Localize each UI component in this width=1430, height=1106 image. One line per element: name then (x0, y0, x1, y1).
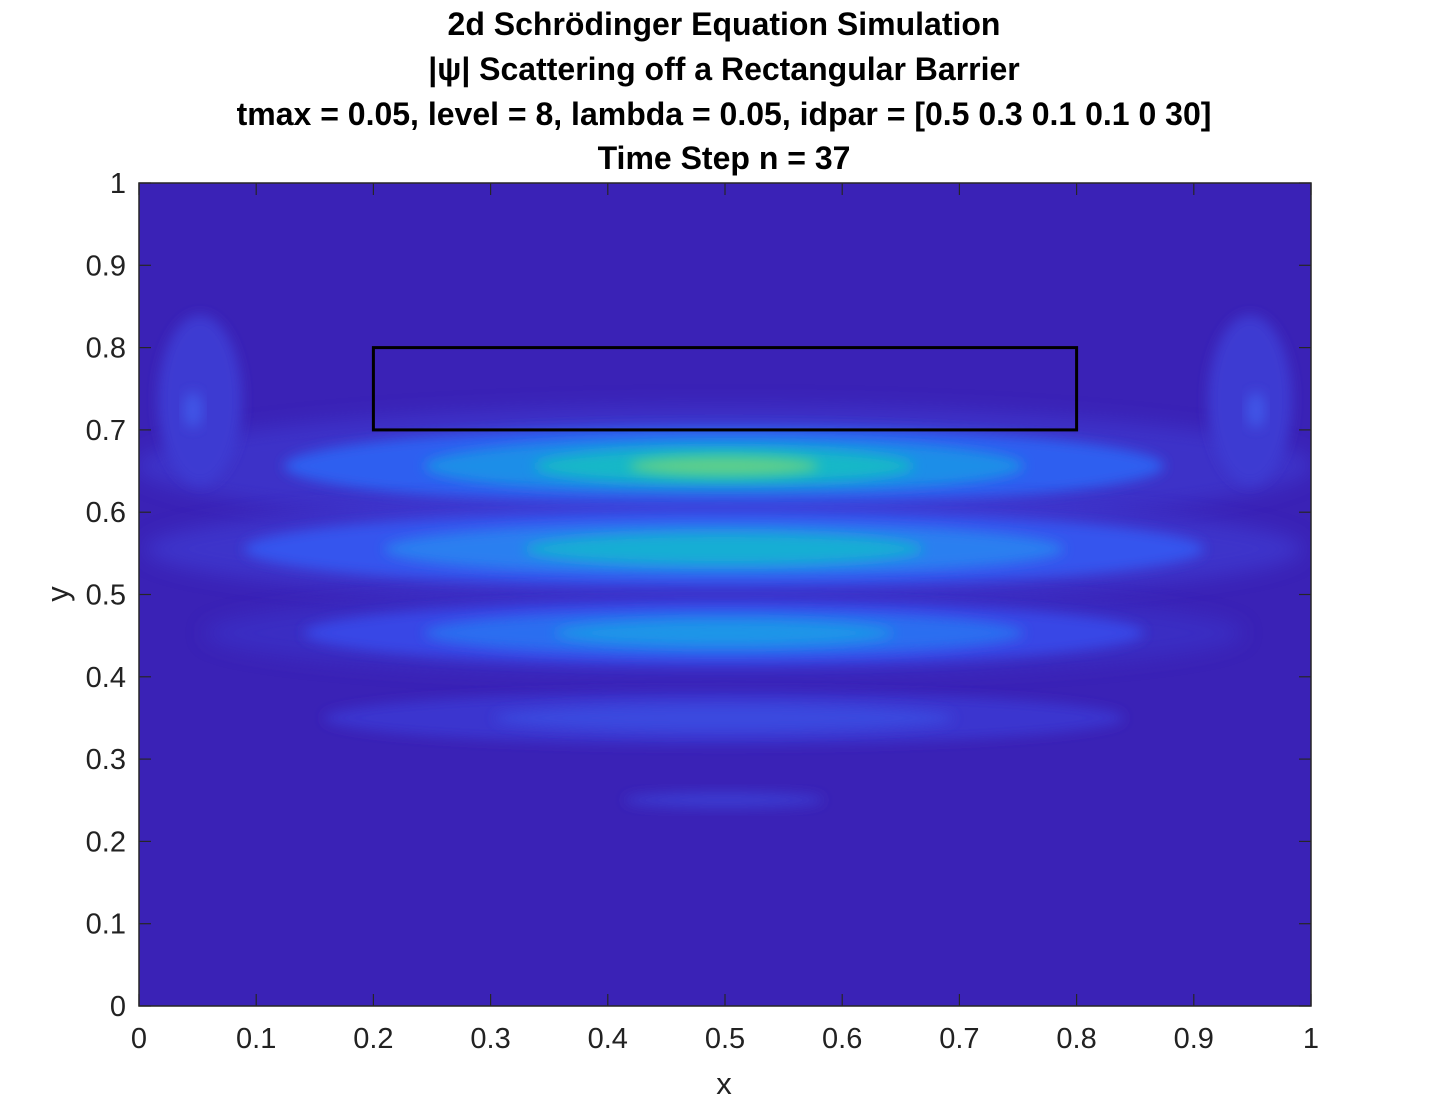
x-tick-label: 0.8 (1056, 1023, 1096, 1055)
y-tick-label: 1 (110, 168, 126, 200)
y-tick-label: 0.7 (86, 415, 126, 447)
band-y035-inner (494, 704, 954, 732)
band-y055-inner (524, 533, 924, 565)
band-y045-inner (554, 620, 894, 646)
barrier-rectangle (371, 346, 1079, 432)
x-tick-label: 0.9 (1174, 1023, 1214, 1055)
y-tick-label: 0.5 (86, 580, 126, 612)
right-lobe-core (1246, 392, 1266, 428)
title-line-4: Time Step n = 37 (598, 140, 851, 176)
band-y065 (139, 406, 1311, 526)
x-tick-label: 0.6 (822, 1023, 862, 1055)
left-lobe-core (183, 392, 203, 428)
x-tick-label: 1 (1303, 1023, 1319, 1055)
x-tick-label: 0.4 (588, 1023, 628, 1055)
axes: 0 0.1 0.2 0.3 0.4 0.5 0.6 0.7 0.8 0.9 1 0 0.1 0.2 0.3 0… (86, 168, 1319, 1055)
chart-title: 2d Schrödinger Equation Simulation |ψ| S… (237, 6, 1212, 176)
x-tick-label: 0.3 (470, 1023, 510, 1055)
y-tick-label: 0.9 (86, 250, 126, 282)
band-y025 (624, 792, 824, 808)
title-line-2: |ψ| Scattering off a Rectangular Barrier (428, 51, 1020, 87)
y-tick-label: 0.4 (86, 662, 126, 694)
edge-lobes (158, 315, 1292, 485)
wave-field (139, 315, 1311, 808)
y-tick-label: 0 (110, 991, 126, 1023)
band-y035 (324, 692, 1124, 744)
band-y025-core (624, 792, 824, 808)
band-y045 (204, 591, 1244, 675)
band-y065-core (629, 456, 819, 476)
y-tick-label: 0.2 (86, 826, 126, 858)
y-tick-label: 0.3 (86, 744, 126, 776)
title-line-1: 2d Schrödinger Equation Simulation (448, 6, 1001, 42)
x-tick-label: 0.5 (705, 1023, 745, 1055)
x-tick-label: 0.2 (353, 1023, 393, 1055)
y-tick-label: 0.1 (86, 909, 126, 941)
x-tick-label: 0.1 (236, 1023, 276, 1055)
x-axis-label: x (716, 1066, 732, 1101)
x-tick-label: 0.7 (939, 1023, 979, 1055)
y-tick-label: 0.8 (86, 333, 126, 365)
y-tick-label: 0.6 (86, 497, 126, 529)
x-tick-label: 0 (131, 1023, 147, 1055)
band-y055 (144, 497, 1304, 601)
title-line-3: tmax = 0.05, level = 8, lambda = 0.05, i… (237, 96, 1212, 132)
y-axis-label: y (40, 586, 75, 602)
